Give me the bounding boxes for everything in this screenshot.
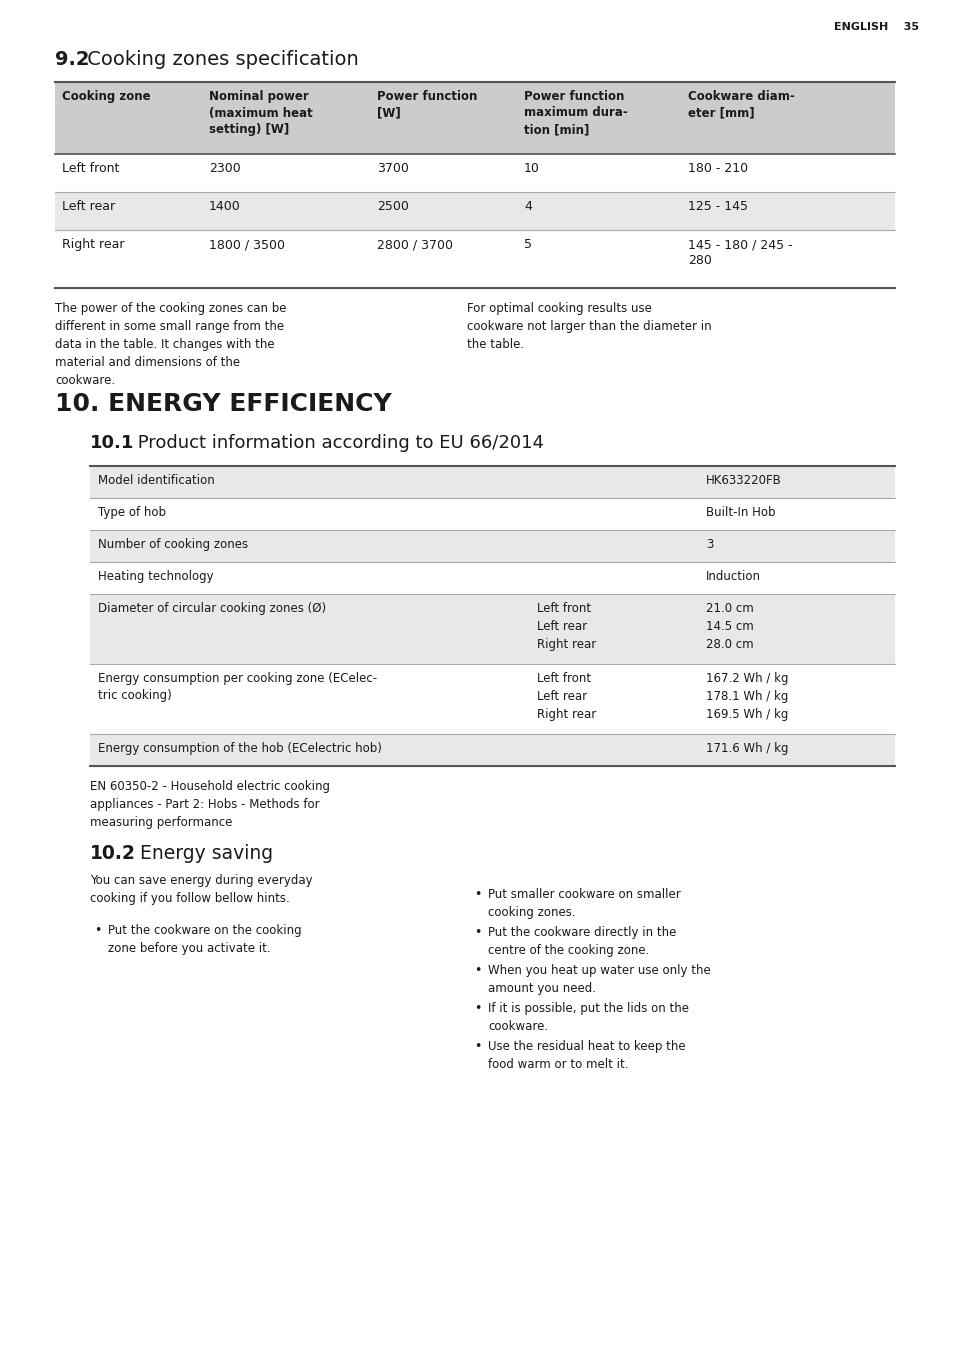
Text: If it is possible, put the lids on the
cookware.: If it is possible, put the lids on the c… — [488, 1002, 688, 1033]
Text: Left front: Left front — [62, 162, 119, 175]
Text: Built-In Hob: Built-In Hob — [705, 506, 775, 519]
Text: 167.2 Wh / kg
178.1 Wh / kg
169.5 Wh / kg: 167.2 Wh / kg 178.1 Wh / kg 169.5 Wh / k… — [705, 672, 787, 720]
Text: Energy saving: Energy saving — [133, 844, 273, 862]
Text: 10.1: 10.1 — [90, 435, 134, 452]
Bar — [90, 734, 894, 766]
Text: 10. ENERGY EFFICIENCY: 10. ENERGY EFFICIENCY — [55, 393, 392, 416]
Bar — [90, 498, 894, 529]
Text: Model identification: Model identification — [98, 474, 214, 487]
Text: 4: 4 — [523, 200, 532, 213]
Text: Induction: Induction — [705, 570, 760, 584]
Text: 3: 3 — [705, 538, 713, 551]
Text: When you heat up water use only the
amount you need.: When you heat up water use only the amou… — [488, 964, 710, 995]
Bar — [55, 192, 894, 230]
Text: •: • — [474, 964, 481, 978]
Text: 1800 / 3500: 1800 / 3500 — [209, 238, 285, 250]
Text: 180 - 210: 180 - 210 — [687, 162, 747, 175]
Text: 2800 / 3700: 2800 / 3700 — [376, 238, 453, 250]
Text: Left rear: Left rear — [62, 200, 115, 213]
Text: The power of the cooking zones can be
different in some small range from the
dat: The power of the cooking zones can be di… — [55, 302, 286, 387]
Text: Cooking zones specification: Cooking zones specification — [81, 50, 358, 69]
Text: •: • — [94, 923, 101, 937]
Text: Energy consumption per cooking zone (ECelec-
tric cooking): Energy consumption per cooking zone (ECe… — [98, 672, 376, 701]
Text: For optimal cooking results use
cookware not larger than the diameter in
the tab: For optimal cooking results use cookware… — [466, 302, 711, 351]
Text: Put smaller cookware on smaller
cooking zones.: Put smaller cookware on smaller cooking … — [488, 888, 680, 919]
Text: EN 60350-2 - Household electric cooking
appliances - Part 2: Hobs - Methods for
: EN 60350-2 - Household electric cooking … — [90, 780, 330, 829]
Text: Diameter of circular cooking zones (Ø): Diameter of circular cooking zones (Ø) — [98, 603, 326, 615]
Text: ENGLISH    35: ENGLISH 35 — [833, 22, 918, 32]
Text: 125 - 145: 125 - 145 — [687, 200, 747, 213]
Text: Number of cooking zones: Number of cooking zones — [98, 538, 248, 551]
Text: 5: 5 — [523, 238, 532, 250]
Text: Left front
Left rear
Right rear: Left front Left rear Right rear — [537, 672, 596, 720]
Bar — [90, 529, 894, 562]
Text: Cooking zone: Cooking zone — [62, 89, 151, 103]
Bar — [55, 154, 894, 192]
Text: •: • — [474, 1002, 481, 1016]
Text: Product information according to EU 66/2014: Product information according to EU 66/2… — [132, 435, 543, 452]
Text: 145 - 180 / 245 -
280: 145 - 180 / 245 - 280 — [687, 238, 792, 268]
Text: 10.2: 10.2 — [90, 844, 135, 862]
Text: 3700: 3700 — [376, 162, 409, 175]
Text: •: • — [474, 1040, 481, 1053]
Text: HK633220FB: HK633220FB — [705, 474, 781, 487]
Text: Power function
[W]: Power function [W] — [376, 89, 476, 119]
Text: Use the residual heat to keep the
food warm or to melt it.: Use the residual heat to keep the food w… — [488, 1040, 685, 1071]
Text: •: • — [474, 926, 481, 940]
Text: Heating technology: Heating technology — [98, 570, 213, 584]
Text: 21.0 cm
14.5 cm
28.0 cm: 21.0 cm 14.5 cm 28.0 cm — [705, 603, 753, 651]
Bar — [90, 663, 894, 734]
Text: 10: 10 — [523, 162, 539, 175]
Text: 1400: 1400 — [209, 200, 240, 213]
Bar — [90, 562, 894, 594]
Bar — [90, 466, 894, 498]
Text: 9.2: 9.2 — [55, 50, 90, 69]
Text: 2300: 2300 — [209, 162, 240, 175]
Text: Right rear: Right rear — [62, 238, 125, 250]
Text: •: • — [474, 888, 481, 900]
Text: 2500: 2500 — [376, 200, 409, 213]
Text: Nominal power
(maximum heat
setting) [W]: Nominal power (maximum heat setting) [W] — [209, 89, 313, 135]
Text: You can save energy during everyday
cooking if you follow bellow hints.: You can save energy during everyday cook… — [90, 873, 313, 904]
Text: Energy consumption of the hob (ECelectric hob): Energy consumption of the hob (ECelectri… — [98, 742, 381, 756]
Text: Put the cookware directly in the
centre of the cooking zone.: Put the cookware directly in the centre … — [488, 926, 676, 957]
Text: Left front
Left rear
Right rear: Left front Left rear Right rear — [537, 603, 596, 651]
Bar — [55, 83, 894, 154]
Text: Cookware diam-
eter [mm]: Cookware diam- eter [mm] — [687, 89, 794, 119]
Text: 171.6 Wh / kg: 171.6 Wh / kg — [705, 742, 787, 756]
Text: Power function
maximum dura-
tion [min]: Power function maximum dura- tion [min] — [523, 89, 627, 135]
Bar — [90, 594, 894, 663]
Bar — [55, 230, 894, 288]
Text: Type of hob: Type of hob — [98, 506, 166, 519]
Text: Put the cookware on the cooking
zone before you activate it.: Put the cookware on the cooking zone bef… — [108, 923, 301, 955]
